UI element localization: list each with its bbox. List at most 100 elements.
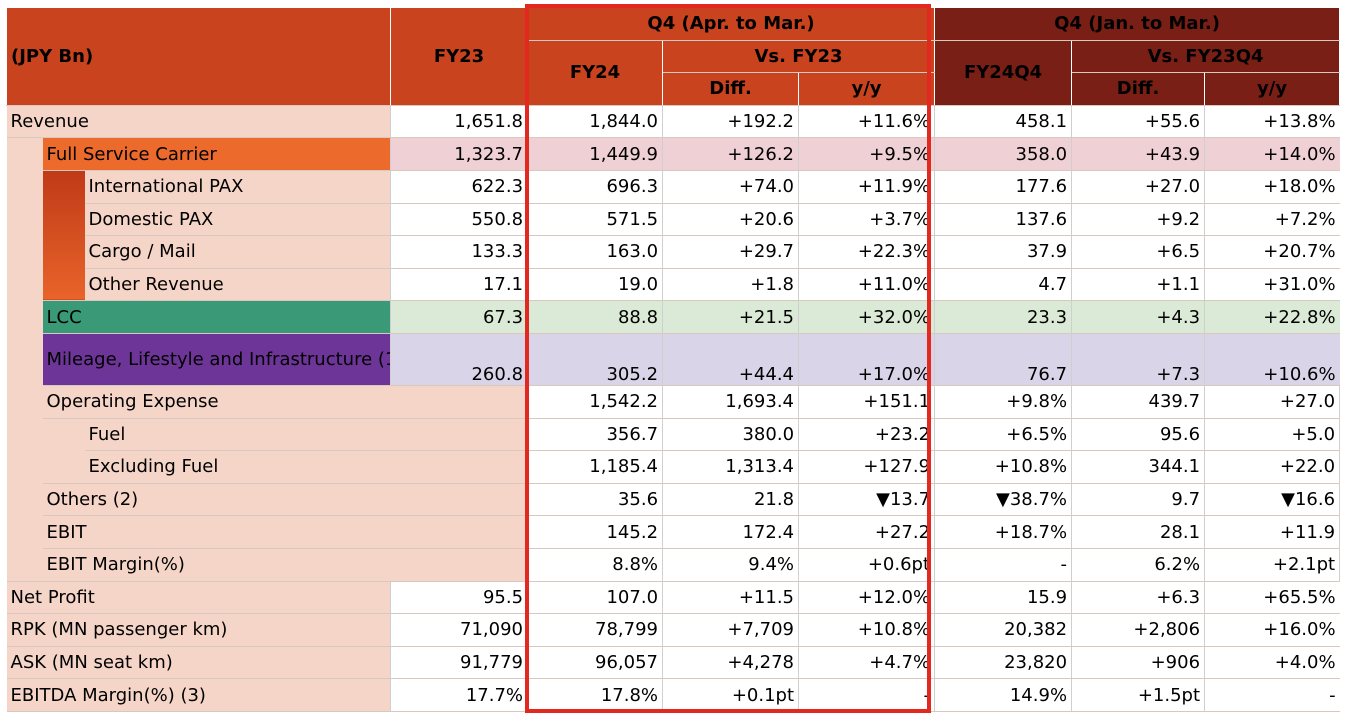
cell-diff: +192.2 <box>662 105 799 139</box>
cell-diff: +11.5 <box>662 581 799 615</box>
cell-yy: +22.3% <box>798 235 935 269</box>
cell-fy24: 1,844.0 <box>527 105 663 139</box>
cell-qyy: +22.8% <box>1204 300 1340 334</box>
cell-fy23: 550.8 <box>390 203 528 237</box>
cell-q4: 439.7 <box>1071 385 1205 419</box>
cell-qyy: +7.2% <box>1204 203 1340 237</box>
cell-qdiff: +1.5pt <box>1071 678 1205 712</box>
table-row: LCC 67.3 88.8 +21.5 +32.0% 23.3 +4.3 +22.8% <box>7 300 1340 334</box>
cell-q4: 23.3 <box>934 300 1072 334</box>
row-label: Mileage, Lifestyle and Infrastructure (1… <box>42 333 391 386</box>
cell-qyy: +65.5% <box>1204 581 1340 615</box>
cell-diff: ▼13.7 <box>798 483 935 517</box>
cell-q4: 37.9 <box>934 235 1072 269</box>
row-label: LCC <box>42 300 391 334</box>
row-label: Fuel <box>84 418 528 452</box>
cell-fy24: 88.8 <box>527 300 663 334</box>
row-label: Operating Expense <box>42 385 528 419</box>
cell-fy23: 35.6 <box>527 483 663 517</box>
fy23-header: FY23 <box>390 7 529 106</box>
cell-fy24: 78,799 <box>527 613 663 647</box>
table-row: Cargo / Mail 133.3 163.0 +29.7 +22.3% 37.9 +6.… <box>7 235 1340 269</box>
cell-yy: - <box>798 678 935 712</box>
cell-q4: 4.7 <box>934 268 1072 302</box>
cell-fy23: 1,185.4 <box>527 450 663 484</box>
row-label: Cargo / Mail <box>84 235 391 269</box>
cell-fy24: 19.0 <box>527 268 663 302</box>
cell-diff: +7,709 <box>662 613 799 647</box>
cell-qdiff: +5.0 <box>1204 418 1340 452</box>
cell-fy24: 107.0 <box>527 581 663 615</box>
row-label: Excluding Fuel <box>84 450 528 484</box>
cell-fy23: 356.7 <box>527 418 663 452</box>
cell-q4: 177.6 <box>934 170 1072 204</box>
cell-q4: 15.9 <box>934 581 1072 615</box>
cell-qyy: - <box>1204 678 1340 712</box>
cell-fy24: 163.0 <box>527 235 663 269</box>
yy-header: y/y <box>798 72 936 106</box>
vs-fy23-header: Vs. FY23 <box>662 39 936 74</box>
cell-q4: 76.7 <box>934 333 1072 386</box>
cell-diff: +4,278 <box>662 646 799 680</box>
cell-q4: 458.1 <box>934 105 1072 139</box>
cell-fy23: 71,090 <box>390 613 528 647</box>
cell-qdiff: +2.1pt <box>1204 548 1340 582</box>
cell-fy24: 380.0 <box>662 418 799 452</box>
table-row: International PAX 622.3 696.3 +74.0 +11.9% 17… <box>7 170 1340 302</box>
cell-qyy: +14.0% <box>1204 137 1340 171</box>
cell-q4: 28.1 <box>1071 515 1205 549</box>
table-row: ASK (MN seat km) 91,779 96,057 +4,278 +4.7% 2… <box>6 646 1340 680</box>
q4-quarter-header: Q4 (Jan. to Mar.) <box>934 7 1341 41</box>
row-label: Revenue <box>6 105 391 139</box>
cell-qdiff: +906 <box>1071 646 1205 680</box>
table-row: Excluding Fuel 1,185.4 1,313.4 +127.9 +10.8%… <box>7 450 1340 484</box>
table-row: Revenue 1,651.8 1,844.0 +192.2 +11.6% 458.1 +5… <box>6 105 1340 139</box>
cell-qdiff: +22.0 <box>1204 450 1340 484</box>
table-row: Net Profit 95.5 107.0 +11.5 +12.0% 15.9 +6.3 +6… <box>6 581 1340 615</box>
cell-qyy: +16.0% <box>1204 613 1340 647</box>
fy24-header: FY24 <box>527 39 664 106</box>
cell-q4: 20,382 <box>934 613 1072 647</box>
cell-fy23: 17.1 <box>390 268 528 302</box>
cell-qdiff: ▼16.6 <box>1204 483 1340 517</box>
unit-header: (JPY Bn) <box>5 7 392 106</box>
cell-diff: +27.2 <box>798 515 935 549</box>
table-row: Full Service Carrier 1,323.7 1,449.9 +126.2… <box>6 137 1340 582</box>
cell-fy23: 1,323.7 <box>390 137 528 171</box>
table-row: Operating Expense 1,542.2 1,693.4 +151.1 +9.… <box>7 385 1340 419</box>
q-diff-header: Diff. <box>1071 72 1206 106</box>
cell-qdiff: +2,806 <box>1071 613 1205 647</box>
cell-fy23: 133.3 <box>390 235 528 269</box>
cell-qyy: +31.0% <box>1204 268 1340 302</box>
row-label: RPK (MN passenger km) <box>6 613 391 647</box>
cell-qdiff: +4.3 <box>1071 300 1205 334</box>
cell-fy24: 172.4 <box>662 515 799 549</box>
q4-annual-header: Q4 (Apr. to Mar.) <box>527 7 936 41</box>
cell-fy24: 305.2 <box>527 333 663 386</box>
cell-qyy: +20.7% <box>1204 235 1340 269</box>
table-row: EBITDA Margin(%) (3) 17.7% 17.8% +0.1pt -14.… <box>6 678 1340 712</box>
row-label: EBITDA Margin(%) (3) <box>6 678 391 712</box>
cell-yy: +11.6% <box>798 105 935 139</box>
cell-qdiff: +9.2 <box>1071 203 1205 237</box>
cell-diff: +21.5 <box>662 300 799 334</box>
cell-fy23: 260.8 <box>390 333 528 386</box>
cell-qdiff: +55.6 <box>1071 105 1205 139</box>
cell-yy: +11.0% <box>798 268 935 302</box>
cell-q4: 23,820 <box>934 646 1072 680</box>
row-label: Net Profit <box>6 581 391 615</box>
cell-q4: 9.7 <box>1071 483 1205 517</box>
cell-diff: +23.2 <box>798 418 935 452</box>
cell-qyy: +10.6% <box>1204 333 1340 386</box>
cell-fy23: 8.8% <box>527 548 663 582</box>
vs-fy23q4-header: Vs. FY23Q4 <box>1071 39 1341 74</box>
cell-qdiff: +43.9 <box>1071 137 1205 171</box>
cell-diff: +151.1 <box>798 385 935 419</box>
cell-yy: +10.8% <box>798 613 935 647</box>
indent-cell <box>42 170 85 302</box>
table-row: RPK (MN passenger km) 71,090 78,799 +7,709 +… <box>6 613 1340 647</box>
cell-diff: +20.6 <box>662 203 799 237</box>
cell-yy: +9.5% <box>798 137 935 171</box>
cell-fy23: 67.3 <box>390 300 528 334</box>
cell-yy: +18.7% <box>934 515 1072 549</box>
